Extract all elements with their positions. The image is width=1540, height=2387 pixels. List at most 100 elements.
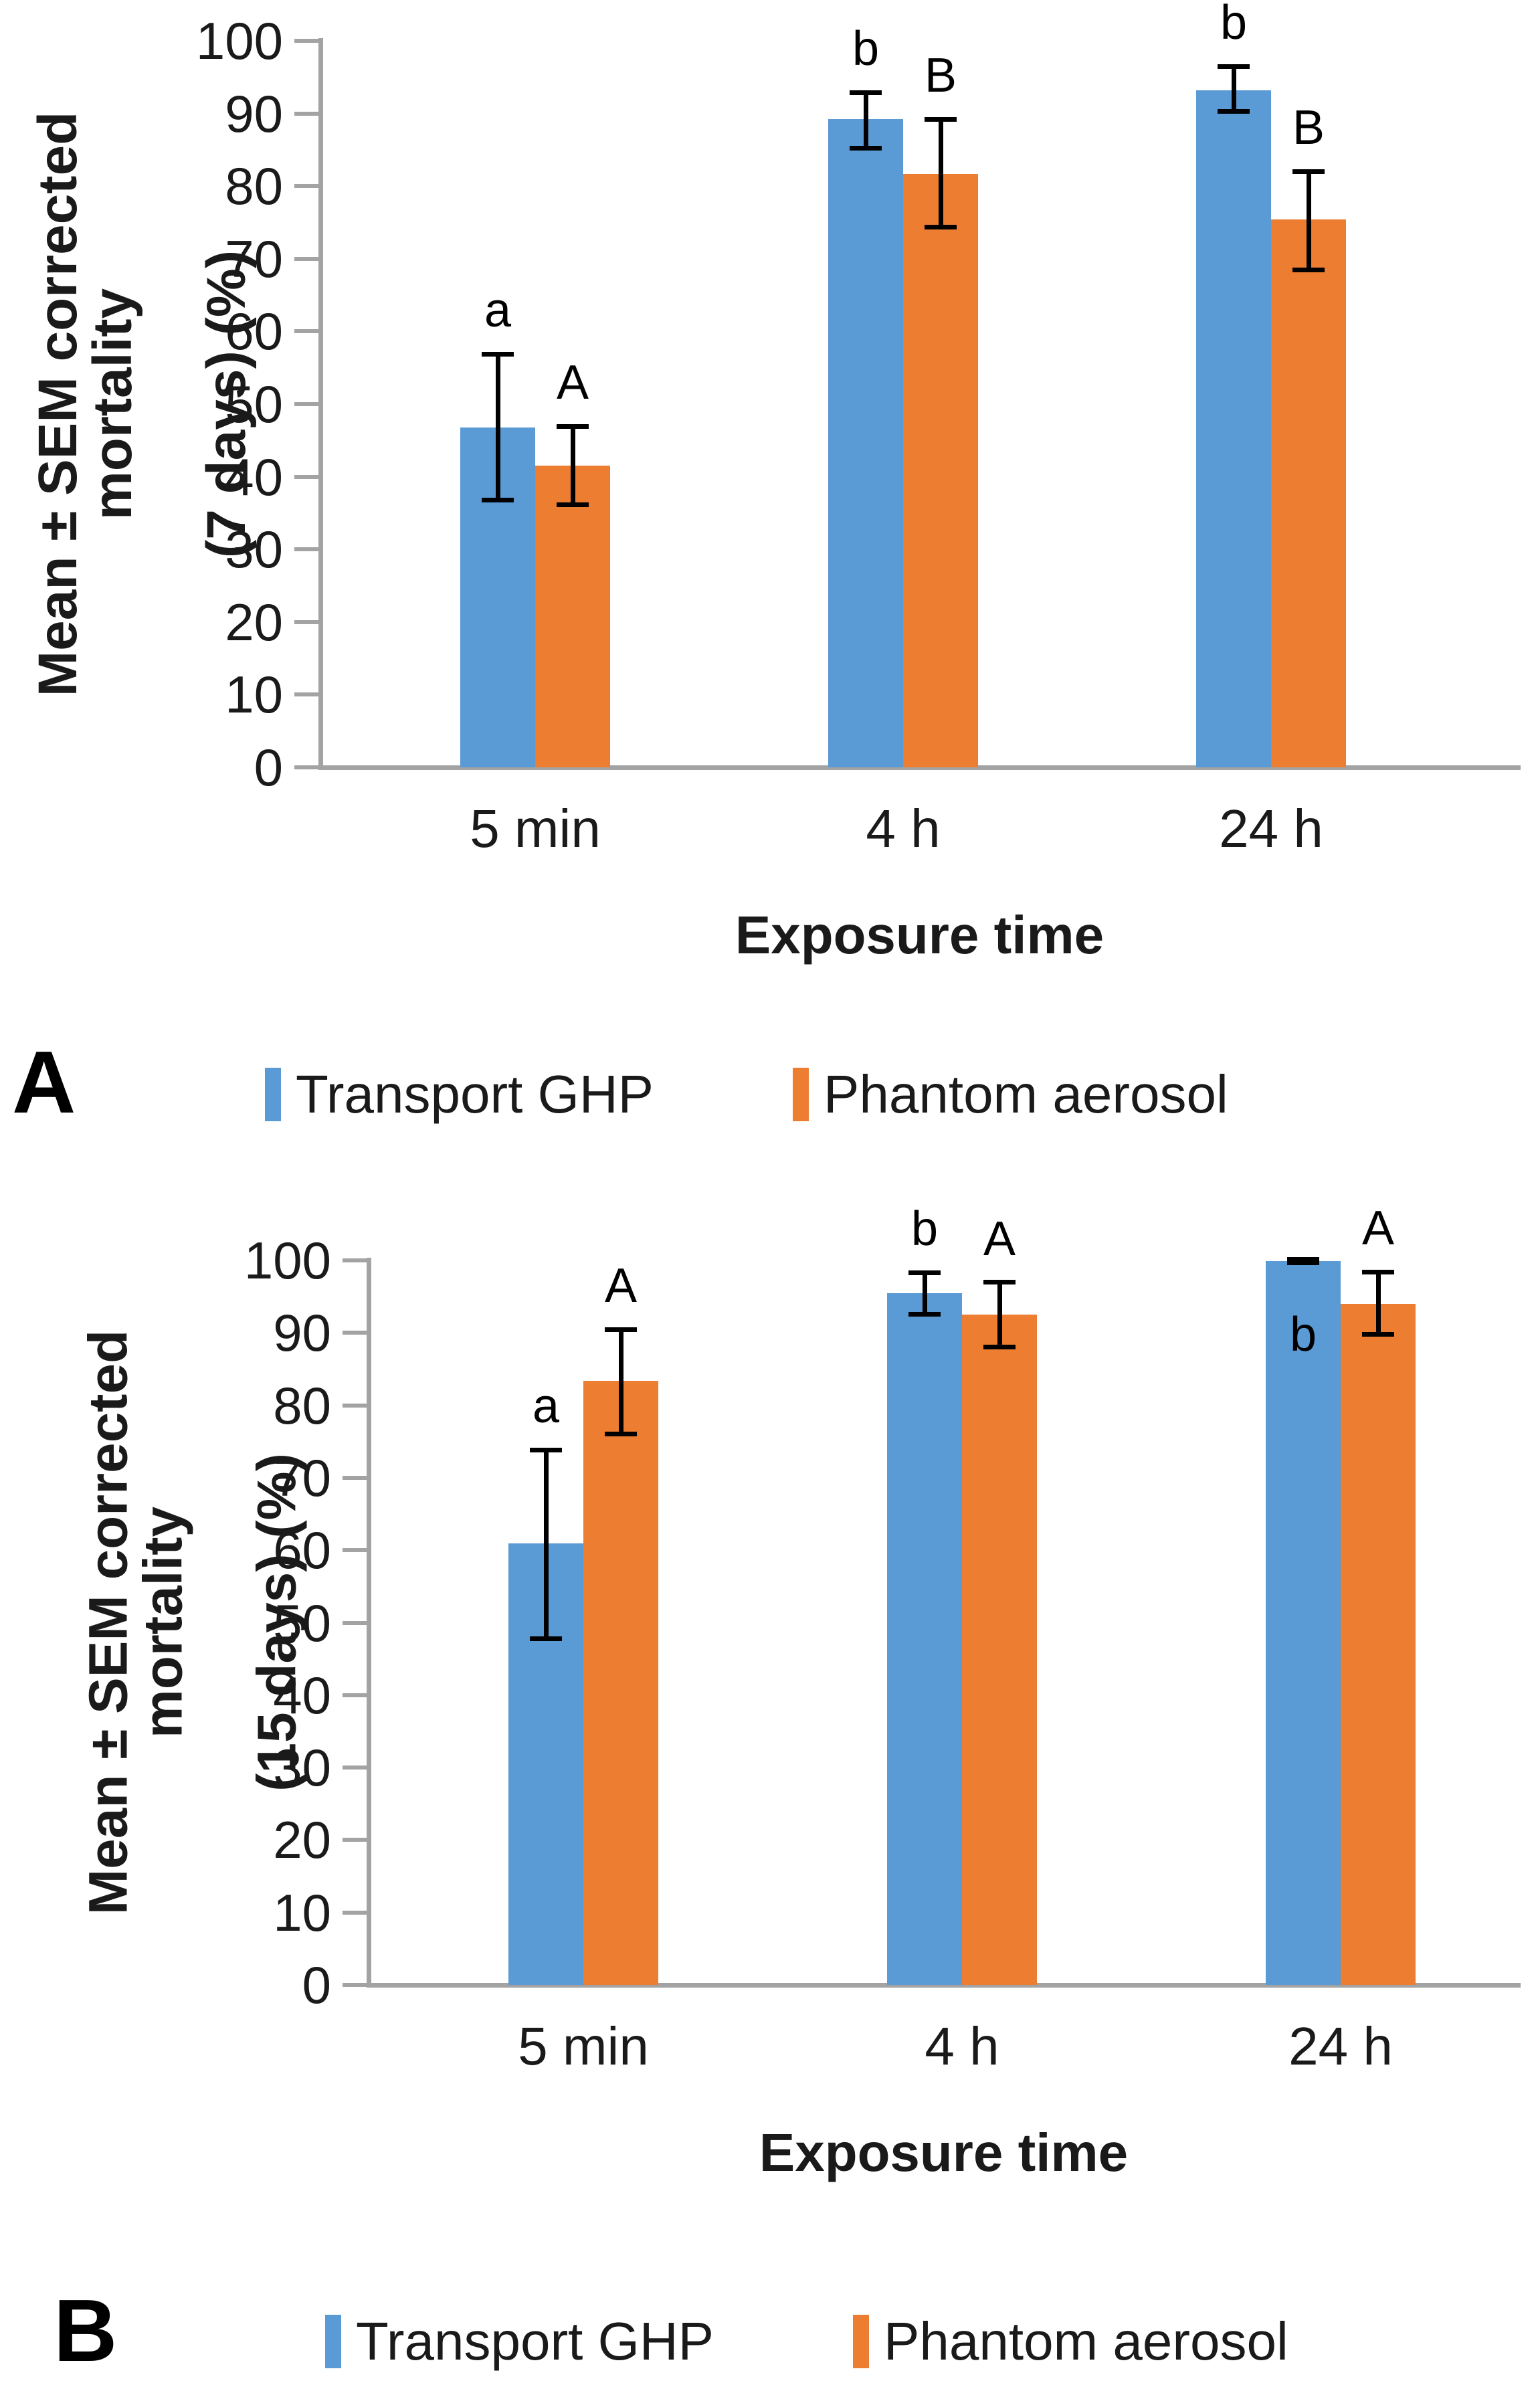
legend-label: Phantom aerosol: [824, 1064, 1228, 1124]
error-bar: [557, 423, 589, 507]
error-bar-cap-bottom: [530, 1636, 562, 1642]
y-tick-label: 90: [225, 84, 283, 143]
significance-letter: b: [852, 22, 880, 76]
x-axis-line: [318, 765, 1521, 770]
y-tick-label: 80: [273, 1375, 331, 1435]
error-bar-line: [938, 117, 943, 229]
y-tick-mark: [343, 1838, 367, 1842]
error-bar: [605, 1327, 637, 1436]
error-bar-cap-bottom: [1292, 268, 1325, 273]
error-bar-cap-top: [983, 1280, 1016, 1285]
y-tick-label: 30: [273, 1738, 331, 1798]
legend-item: Phantom aerosol: [853, 2312, 1288, 2371]
y-tick-mark: [294, 184, 318, 189]
plot-area: 0 10 20 30 40 50 60 70 80 90 100 a b b A B B 5 min 4 h 24 h: [196, 0, 1521, 857]
error-bar-cap-bottom: [482, 498, 514, 503]
error-bar-line: [618, 1327, 623, 1436]
error-bar: [1362, 1270, 1394, 1337]
y-tick-label: 70: [225, 229, 283, 288]
error-bar-line: [543, 1447, 549, 1642]
x-category-label: 4 h: [925, 2016, 999, 2076]
legend-label: Phantom aerosol: [884, 2311, 1288, 2371]
y-axis-line: [318, 38, 323, 770]
y-axis-title-line1: Mean ± SEM corrected mortality: [27, 111, 143, 697]
y-tick-label: 20: [273, 1810, 331, 1870]
y-axis-title-line1: Mean ± SEM corrected mortality: [78, 1329, 193, 1915]
y-tick-mark: [343, 1475, 367, 1480]
bar: [460, 427, 535, 767]
error-bar: [908, 1270, 941, 1317]
significance-letter: b: [1220, 0, 1248, 50]
error-bar-line: [997, 1280, 1002, 1349]
bar: [887, 1293, 962, 1985]
y-tick-label: 50: [225, 375, 283, 434]
significance-letter: a: [484, 284, 512, 338]
significance-letter: B: [924, 49, 957, 103]
y-tick-label: 10: [225, 665, 283, 725]
legend-label: Transport GHP: [356, 2311, 714, 2371]
y-tick-mark: [294, 39, 318, 43]
y-tick-mark: [343, 1693, 367, 1697]
y-tick-mark: [294, 765, 318, 769]
panel-label: B: [54, 2281, 118, 2380]
y-tick-mark: [343, 1910, 367, 1915]
error-bar-line: [1231, 64, 1236, 114]
y-tick-label: 40: [225, 447, 283, 506]
y-tick-mark: [294, 474, 318, 479]
error-bar-cap-top: [908, 1270, 941, 1276]
error-bar-line: [570, 423, 575, 507]
error-bar: [530, 1447, 562, 1642]
bar: [1271, 219, 1346, 767]
error-bar-line: [922, 1270, 927, 1317]
error-bar: [1292, 169, 1325, 273]
bar: [903, 173, 978, 767]
bar: [828, 119, 903, 767]
y-tick-label: 50: [273, 1593, 331, 1652]
error-bar-line: [1375, 1270, 1381, 1337]
y-tick-label: 20: [225, 592, 283, 652]
error-bar: [850, 90, 882, 151]
error-bar-cap-top: [1292, 169, 1325, 175]
significance-letter: B: [1292, 101, 1325, 155]
y-axis-title: Mean ± SEM corrected mortality (15 days)…: [66, 1260, 320, 1985]
y-tick-label: 40: [273, 1665, 331, 1725]
y-tick-mark: [343, 1620, 367, 1625]
x-category-label: 5 min: [518, 2016, 649, 2076]
plot-area: 0 10 20 30 40 50 60 70 80 90 100 a b b A A A 5 min 4 h 24 h: [244, 1203, 1521, 2075]
y-tick-mark: [343, 1403, 367, 1408]
bar: [535, 466, 610, 767]
bar: [508, 1543, 583, 1985]
error-bar-line: [1301, 1256, 1306, 1266]
y-tick-label: 60: [273, 1521, 331, 1580]
error-bar-cap-bottom: [1362, 1332, 1394, 1337]
y-axis-title: Mean ± SEM corrected mortality (7 days) …: [15, 41, 270, 767]
error-bar-cap-bottom: [1287, 1260, 1319, 1266]
y-tick-label: 100: [244, 1231, 331, 1290]
error-bar-cap-bottom: [557, 502, 589, 507]
error-bar-cap-top: [1218, 64, 1250, 69]
error-bar: [1287, 1256, 1319, 1266]
legend-swatch-series-2: [793, 1068, 809, 1121]
error-bar-cap-bottom: [1218, 109, 1250, 114]
legend-swatch-series-1: [265, 1068, 281, 1121]
y-tick-label: 60: [225, 302, 283, 361]
y-tick-mark: [343, 1331, 367, 1335]
x-category-label: 5 min: [470, 799, 601, 858]
x-category-label: 24 h: [1288, 2016, 1393, 2076]
error-bar: [1218, 64, 1250, 114]
y-tick-label: 70: [273, 1448, 331, 1507]
error-bar-cap-bottom: [983, 1344, 1016, 1349]
error-bar: [482, 352, 514, 503]
error-bar-line: [863, 90, 868, 151]
y-tick-mark: [294, 619, 318, 624]
error-bar-cap-top: [605, 1327, 637, 1332]
significance-letter: b: [1289, 1308, 1317, 1362]
significance-letter: a: [532, 1379, 560, 1433]
error-bar: [925, 117, 957, 229]
legend-label: Transport GHP: [296, 1064, 654, 1124]
y-tick-mark: [343, 1258, 367, 1262]
error-bar-line: [1306, 169, 1311, 273]
y-axis-title-line2: (15 days) (%): [246, 1453, 307, 1792]
